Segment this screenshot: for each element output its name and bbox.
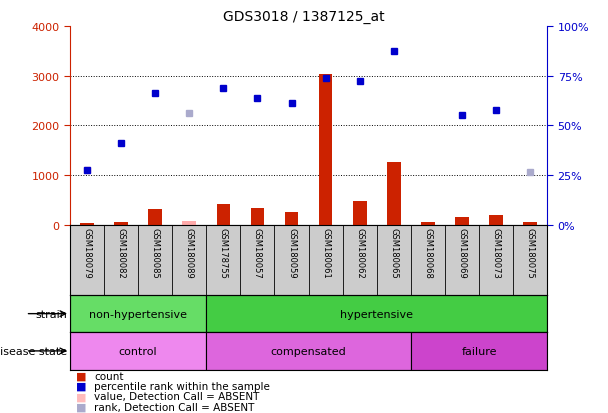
Text: percentile rank within the sample: percentile rank within the sample [94, 381, 270, 391]
Text: GSM180082: GSM180082 [117, 227, 126, 278]
Text: GSM180057: GSM180057 [253, 227, 262, 278]
Bar [353, 201, 367, 225]
Bar [70, 295, 206, 332]
Bar [206, 295, 547, 332]
Text: GSM180075: GSM180075 [526, 227, 534, 278]
Text: GSM178755: GSM178755 [219, 227, 228, 278]
Text: GSM180062: GSM180062 [355, 227, 364, 278]
Bar [421, 223, 435, 225]
Text: GSM180061: GSM180061 [321, 227, 330, 278]
Text: control: control [119, 346, 157, 356]
Text: ■: ■ [76, 402, 86, 412]
Bar [319, 75, 333, 225]
Bar [250, 209, 264, 225]
Bar [148, 209, 162, 225]
Text: ■: ■ [76, 392, 86, 401]
Bar [285, 213, 299, 225]
Bar [182, 221, 196, 225]
Text: count: count [94, 371, 124, 381]
Bar [523, 223, 537, 225]
Text: GSM180065: GSM180065 [389, 227, 398, 278]
Text: compensated: compensated [271, 346, 347, 356]
Bar [70, 332, 206, 370]
Bar [411, 332, 547, 370]
Bar [80, 223, 94, 225]
Text: disease state: disease state [0, 346, 67, 356]
Text: failure: failure [461, 346, 497, 356]
Text: value, Detection Call = ABSENT: value, Detection Call = ABSENT [94, 392, 260, 401]
Bar [216, 204, 230, 225]
Text: GSM180073: GSM180073 [491, 227, 500, 278]
Bar [114, 222, 128, 225]
Text: non-hypertensive: non-hypertensive [89, 309, 187, 319]
Text: GSM180085: GSM180085 [151, 227, 160, 278]
Bar [489, 215, 503, 225]
Bar [206, 332, 411, 370]
Text: GSM180068: GSM180068 [423, 227, 432, 278]
Text: GSM180089: GSM180089 [185, 227, 194, 278]
Bar [455, 217, 469, 225]
Text: strain: strain [35, 309, 67, 319]
Text: ■: ■ [76, 381, 86, 391]
Text: GSM180059: GSM180059 [287, 227, 296, 278]
Bar [387, 162, 401, 225]
Text: GSM180069: GSM180069 [457, 227, 466, 278]
Text: GDS3018 / 1387125_at: GDS3018 / 1387125_at [223, 10, 385, 24]
Text: GSM180079: GSM180079 [83, 227, 91, 278]
Text: rank, Detection Call = ABSENT: rank, Detection Call = ABSENT [94, 402, 255, 412]
Text: hypertensive: hypertensive [340, 309, 413, 319]
Text: ■: ■ [76, 371, 86, 381]
